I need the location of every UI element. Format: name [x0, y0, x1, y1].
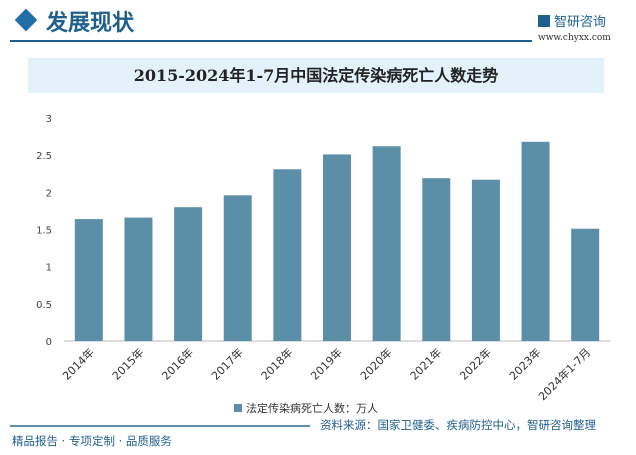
brand-url: www.chyxx.com: [538, 33, 611, 43]
legend-label: 法定传染病死亡人数：万人: [246, 402, 378, 415]
x-tick-label: 2015年: [109, 345, 146, 382]
x-tick-label: 2019年: [308, 345, 345, 382]
bar: [571, 228, 600, 341]
bar: [74, 219, 103, 341]
brand-name: 智研咨询: [554, 15, 607, 30]
y-tick-label: 2.5: [36, 151, 52, 162]
bar: [174, 207, 203, 341]
x-tick-label: 2022年: [457, 345, 494, 382]
x-tick-label: 2021年: [407, 345, 444, 382]
bar: [422, 178, 451, 341]
logo-icon: [538, 15, 550, 27]
slogan: 精品报告 · 专项定制 · 品质服务: [12, 434, 172, 448]
y-tick-label: 0.5: [36, 300, 52, 311]
section-title: 发展现状: [46, 10, 135, 36]
y-tick-label: 1.5: [36, 226, 52, 237]
x-tick-label: 2018年: [258, 345, 295, 382]
bar: [323, 154, 351, 341]
x-tick-label: 2016年: [159, 345, 196, 382]
y-tick-label: 1: [46, 263, 52, 274]
legend: 法定传染病死亡人数：万人: [234, 400, 378, 416]
bar: [273, 169, 302, 341]
source-note: 资料来源：国家卫健委、疾病防控中心，智研咨询整理: [320, 418, 596, 432]
bar: [471, 179, 500, 341]
bar: [124, 217, 153, 341]
footer-divider: [10, 425, 310, 427]
brand-logo: 智研咨询: [538, 11, 606, 30]
header-divider: [10, 40, 532, 42]
legend-swatch: [234, 404, 242, 412]
x-tick-label: 2023年: [506, 345, 543, 382]
x-tick-label: 2020年: [357, 345, 394, 382]
y-tick-label: 0: [46, 337, 52, 348]
chart-title: 2015-2024年1-7月中国法定传染病死亡人数走势: [28, 58, 604, 93]
bar: [521, 141, 550, 341]
x-tick-label: 2017年: [208, 345, 245, 382]
y-tick-label: 3: [46, 114, 52, 125]
y-tick-label: 2: [46, 188, 52, 199]
x-tick-label: 2014年: [59, 345, 96, 382]
bar: [223, 195, 252, 341]
bar: [372, 146, 401, 341]
x-tick-label: 2024年1-7月: [535, 345, 593, 403]
